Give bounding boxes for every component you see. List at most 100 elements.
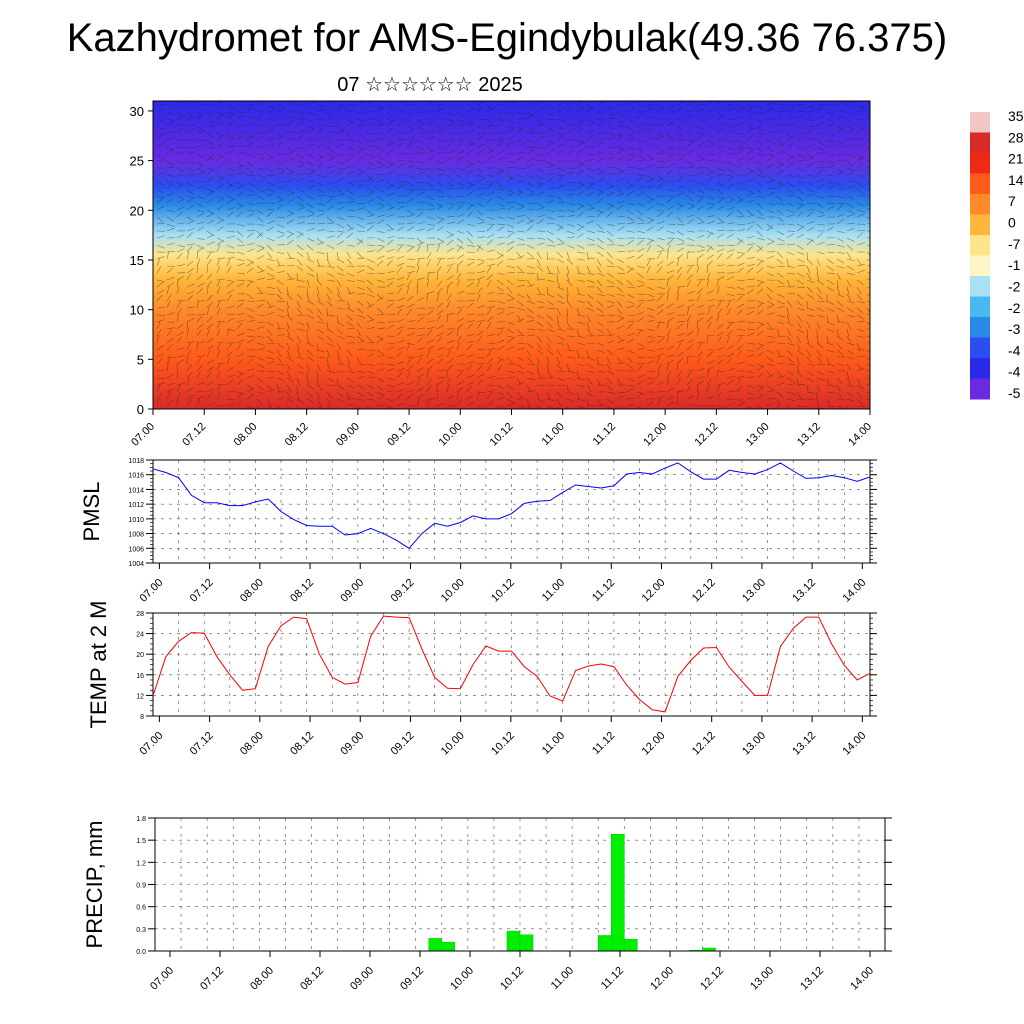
colorbar-label: -2	[1008, 300, 1021, 316]
plot-frame	[152, 612, 871, 717]
colorbar-swatch	[970, 255, 990, 277]
x-tick-label: 09.12	[398, 965, 426, 993]
colorbar-label: -4	[1008, 342, 1021, 358]
x-tick-label: 13.12	[795, 421, 823, 449]
x-tick-label: 14.00	[848, 965, 876, 993]
y-tick-label: 0.6	[136, 905, 146, 912]
temp-panel: 28 24 20 16 12 8 07.00 07.12 08.00 08.12 09.00 09.1…	[86, 601, 877, 758]
x-tick-label: 09.12	[389, 730, 417, 758]
y-tick-label: 1016	[128, 473, 144, 480]
x-tick-label: 09.00	[334, 421, 362, 449]
colorbar: 35 28 21 14 7 0 -7 -1 -2 -2 -3 -4 -4 -5	[970, 108, 1024, 401]
colorbar-swatch	[970, 358, 990, 379]
y-tick-label: 16	[136, 673, 144, 680]
colorbar-swatch	[970, 276, 990, 297]
colorbar-swatch	[970, 337, 990, 359]
colorbar-swatch	[970, 112, 990, 133]
x-tick-label: 08.12	[288, 730, 316, 758]
y-tick-label: 1004	[128, 561, 144, 568]
x-tick-label: 08.00	[232, 421, 260, 449]
y-tick-label: 1.8	[136, 816, 146, 823]
y-tick-label: 28	[136, 611, 144, 618]
colorbar-swatch	[970, 214, 990, 236]
colorbar-label: -7	[1008, 236, 1021, 252]
x-tick-label: 10.00	[448, 965, 476, 993]
chart-subtitle: 07 ☆☆☆☆☆☆ 2025	[337, 74, 523, 96]
colorbar-label: -5	[1008, 385, 1021, 401]
x-tick-label: 12.00	[640, 730, 668, 758]
x-tick-label: 07.00	[148, 965, 176, 993]
colorbar-swatch	[970, 194, 990, 215]
y-tick-label: 1006	[128, 546, 144, 553]
colorbar-label: 0	[1008, 215, 1016, 231]
temp-axis-label: TEMP at 2 M	[86, 601, 111, 729]
x-tick-label: 11.00	[539, 421, 566, 448]
x-tick-label: 11.12	[590, 577, 617, 604]
wind-barbs	[156, 101, 870, 409]
y-tick-label: 1010	[128, 517, 144, 524]
x-tick-label: 08.12	[298, 965, 326, 993]
y-tick-label: 12	[136, 693, 144, 700]
y-tick-label: 25	[130, 154, 144, 169]
precip-axis-label: PRECIP, mm	[82, 821, 107, 949]
y-tick-label: 24	[136, 632, 144, 639]
colorbar-label: 28	[1008, 129, 1024, 145]
x-tick-label: 13.00	[748, 965, 776, 993]
pmsl-axis-label: PMSL	[79, 482, 104, 542]
precip-bar	[428, 938, 443, 952]
y-tick-label: 1014	[128, 487, 144, 494]
colorbar-label: -1	[1008, 257, 1021, 273]
x-tick-label: 08.12	[288, 577, 316, 605]
colorbar-swatch	[970, 173, 990, 195]
x-tick-label: 07.00	[138, 577, 166, 605]
x-tick-label: 09.12	[389, 577, 417, 605]
x-tick-label: 14.00	[840, 577, 868, 605]
x-tick-label: 10.12	[498, 965, 526, 993]
x-tick-label: 13.12	[790, 577, 818, 605]
x-tick-label: 09.12	[385, 421, 413, 449]
y-tick-label: 1018	[128, 458, 144, 465]
colorbar-label: -4	[1008, 364, 1021, 380]
x-tick-label: 07.12	[188, 577, 216, 605]
precip-bar	[624, 938, 638, 952]
x-tick-label: 07.00	[138, 730, 166, 758]
colorbar-swatch	[970, 296, 990, 318]
x-tick-label: 12.12	[690, 577, 718, 605]
x-tick-label: 13.12	[798, 965, 826, 993]
x-tick-label: 12.00	[641, 421, 669, 449]
precip-panel: 1.8 1.5 1.2 0.9 0.6 0.3 0.0 07.00 07.12 08.00 08.1…	[82, 816, 892, 993]
precip-bar	[441, 941, 456, 952]
plot-frame	[152, 459, 871, 564]
x-tick-label: 08.00	[238, 577, 266, 605]
precip-bar	[519, 934, 534, 952]
x-tick-label: 10.00	[439, 730, 467, 758]
x-tick-label: 12.12	[690, 730, 718, 758]
y-tick-label: 5	[137, 352, 144, 367]
x-tick-label: 08.00	[248, 965, 276, 993]
chart-title: Kazhydromet for AMS-Egindybulak(49.36 76…	[66, 16, 948, 60]
pmsl-series-line	[152, 462, 871, 549]
colorbar-label: 14	[1008, 172, 1024, 188]
y-tick-label: 0.9	[136, 883, 146, 890]
x-tick-label: 10.12	[489, 730, 517, 758]
x-tick-label: 12.00	[640, 577, 668, 605]
x-tick-label: 14.00	[840, 730, 868, 758]
x-tick-label: 12.00	[648, 965, 676, 993]
y-tick-label: 0	[137, 402, 144, 417]
precip-bar	[506, 930, 521, 952]
x-tick-label: 10.12	[489, 577, 517, 605]
x-tick-label: 11.12	[599, 965, 626, 992]
y-tick-label: 0.3	[136, 927, 146, 934]
colorbar-label: -2	[1008, 278, 1021, 294]
y-tick-label: 20	[130, 203, 144, 218]
y-tick-label: 30	[130, 104, 144, 119]
pmsl-panel: 1018 1016 1014 1012 1010 1008 1006 1004 07.00 07.…	[79, 458, 877, 605]
x-tick-label: 13.12	[790, 730, 818, 758]
y-tick-label: 15	[130, 253, 144, 268]
colorbar-swatch	[970, 132, 990, 154]
x-tick-label: 10.12	[488, 421, 516, 449]
x-tick-label: 09.00	[338, 730, 366, 758]
cross-section-panel: 0 5 10 15 20 25 30 07.00 07.12 08.00 08.12 09.00 09.…	[129, 100, 874, 449]
x-tick-label: 07.12	[188, 730, 216, 758]
